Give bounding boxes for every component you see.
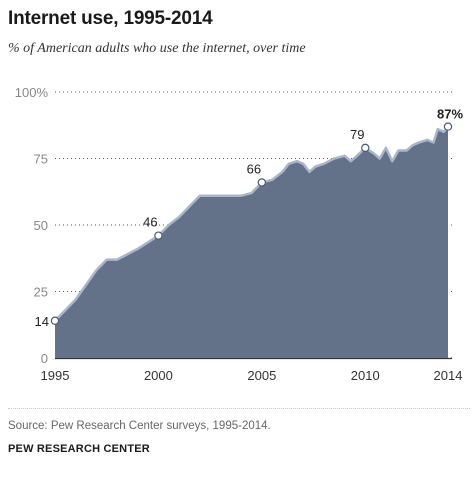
y-tick-label: 0 bbox=[41, 351, 48, 366]
series-line bbox=[54, 125, 449, 322]
chart-title: Internet use, 1995-2014 bbox=[8, 8, 213, 29]
y-tick-label: 50 bbox=[34, 218, 48, 233]
x-tick-label: 2000 bbox=[144, 368, 173, 383]
marker-layer: 14 46 66 79 87% bbox=[35, 107, 464, 329]
y-tick-label: 100% bbox=[15, 85, 49, 100]
credit-line: PEW RESEARCH CENTER bbox=[8, 443, 150, 455]
data-point-marker bbox=[257, 178, 267, 187]
y-tick-label: 75 bbox=[34, 152, 48, 167]
x-tick-label: 2005 bbox=[247, 368, 276, 383]
area-fill bbox=[55, 126, 448, 358]
data-point-marker bbox=[361, 143, 370, 153]
data-point-marker bbox=[443, 122, 453, 131]
data-label: 79 bbox=[350, 127, 364, 142]
data-label: 14 bbox=[35, 314, 49, 329]
source-separator bbox=[8, 408, 470, 409]
area-layer bbox=[54, 125, 449, 358]
x-tick-label: 2010 bbox=[351, 368, 380, 383]
data-label: 46 bbox=[143, 215, 157, 230]
internet-use-chart: 0 25 50 75 100% 1995 2000 2005 2010 2014 14 46 66 79… bbox=[15, 85, 464, 383]
data-label: 66 bbox=[247, 161, 261, 176]
y-tick-label: 25 bbox=[34, 285, 48, 300]
data-point-marker bbox=[50, 316, 60, 325]
chart-subtitle: % of American adults who use the interne… bbox=[8, 41, 306, 56]
grid-layer bbox=[55, 91, 452, 360]
x-tick-label: 1995 bbox=[41, 368, 70, 383]
tick-layer: 0 25 50 75 100% 1995 2000 2005 2010 2014 bbox=[15, 85, 463, 383]
source-note: Source: Pew Research Center surveys, 199… bbox=[8, 420, 271, 432]
x-tick-label: 2014 bbox=[434, 368, 463, 383]
data-label: 87% bbox=[437, 107, 463, 122]
data-point-marker bbox=[154, 231, 163, 240]
